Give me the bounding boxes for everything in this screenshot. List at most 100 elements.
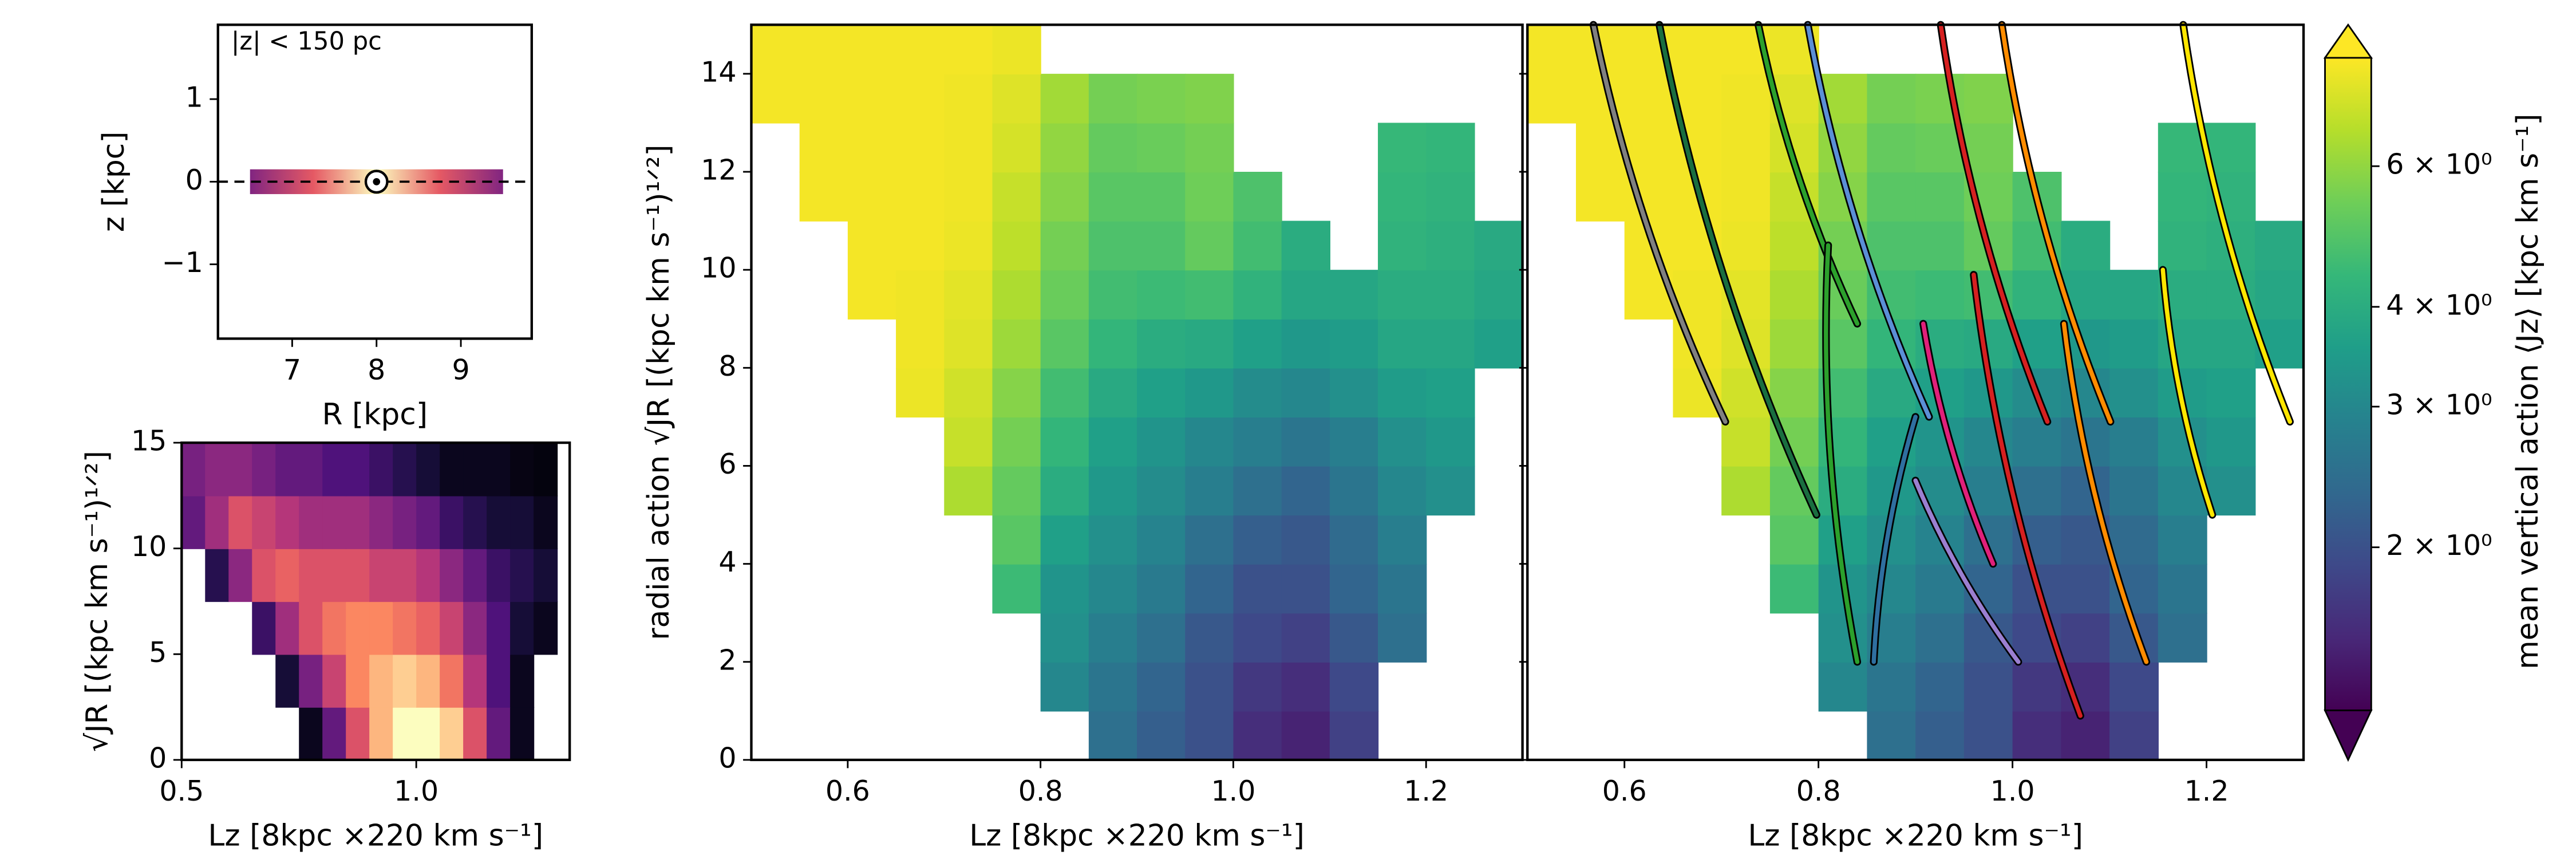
- heatmap-cell: [944, 416, 993, 467]
- heatmap-cell: [992, 123, 1041, 173]
- heatmap-cell: [1185, 564, 1234, 614]
- colorbar: [2324, 57, 2372, 711]
- heatmap-cell: [1088, 318, 1138, 369]
- density-cell: [510, 443, 535, 497]
- density-cell: [510, 495, 535, 549]
- heatmap-cell: [1088, 220, 1138, 271]
- heatmap-cell: [1137, 515, 1186, 565]
- heatmap-cell: [1137, 368, 1186, 418]
- y-tick-label: 6: [718, 447, 736, 480]
- heatmap-cell: [1915, 661, 1965, 712]
- heatmap-cell: [1474, 220, 1523, 271]
- heatmap-cell: [1426, 318, 1475, 369]
- density-cell: [534, 443, 558, 497]
- x-axis-label: R [kpc]: [322, 397, 428, 432]
- heatmap-cell: [751, 25, 800, 75]
- heatmap-cell: [1233, 661, 1282, 712]
- heatmap-cell: [944, 368, 993, 418]
- heatmap-cell: [799, 73, 849, 124]
- heatmap-cell: [2012, 270, 2062, 320]
- heatmap-cell: [1088, 368, 1138, 418]
- heatmap-cell: [992, 515, 1041, 565]
- x-tick-label: 8: [368, 353, 385, 387]
- heatmap-cell: [1963, 661, 2013, 712]
- heatmap-cell: [1426, 466, 1475, 516]
- density-cell: [463, 495, 488, 549]
- heatmap-cell: [1721, 123, 1771, 173]
- heatmap-cell: [2255, 220, 2305, 271]
- density-cell: [275, 601, 300, 655]
- heatmap-cell: [2206, 416, 2256, 467]
- density-cell: [534, 548, 558, 602]
- heatmap-cell: [944, 220, 993, 271]
- y-tick-label: 2: [718, 643, 736, 676]
- colorbar-tick-label: 6 × 10⁰: [2386, 148, 2492, 181]
- heatmap-cell: [2109, 711, 2159, 761]
- heatmap-cell: [992, 466, 1041, 516]
- heatmap-cell: [1329, 416, 1379, 467]
- heatmap-cell: [1137, 172, 1186, 222]
- heatmap-cell: [2206, 368, 2256, 418]
- density-cell: [510, 707, 535, 761]
- density-cell: [299, 443, 323, 497]
- density-cell: [322, 443, 347, 497]
- density-cell: [275, 495, 300, 549]
- heatmap-cell: [1281, 515, 1330, 565]
- heatmap-cell: [1137, 318, 1186, 369]
- heatmap-cell: [1378, 368, 1427, 418]
- density-cell: [369, 601, 394, 655]
- heatmap-cell: [896, 318, 945, 369]
- track: [1871, 415, 1918, 664]
- heatmap-cell: [1185, 73, 1234, 124]
- heatmap-cell: [847, 172, 897, 222]
- x-tick-label: 1.2: [1404, 774, 1448, 807]
- density-cell: [205, 495, 230, 549]
- heatmap-cell: [1088, 73, 1138, 124]
- heatmap-cell: [1040, 368, 1090, 418]
- density-cell: [299, 495, 323, 549]
- heatmap-cell: [1426, 270, 1475, 320]
- heatmap-cell: [2206, 466, 2256, 516]
- heatmap-cell: [1915, 613, 1965, 663]
- heatmap-cell: [2061, 466, 2111, 516]
- heatmap-cell: [1233, 318, 1282, 369]
- heatmap-cell: [1378, 318, 1427, 369]
- heatmap-cell: [1915, 172, 1965, 222]
- y-tick-label: 0: [185, 163, 203, 196]
- density-cell: [393, 601, 417, 655]
- heatmap-cell: [1867, 172, 1917, 222]
- heatmap-cell: [1915, 270, 1965, 320]
- colorbar-tick-label: 4 × 10⁰: [2386, 288, 2492, 321]
- heatmap-cell: [1963, 73, 2013, 124]
- heatmap-cell: [1769, 515, 1819, 565]
- density-cell: [416, 495, 441, 549]
- heatmap-cell: [1378, 515, 1427, 565]
- heatmap-cell: [1721, 73, 1771, 124]
- heatmap-cell: [1185, 270, 1234, 320]
- density-cell: [228, 495, 253, 549]
- heatmap-cell: [1088, 416, 1138, 467]
- density-cell: [205, 443, 230, 497]
- heatmap-cell: [1281, 564, 1330, 614]
- heatmap-cell: [1137, 220, 1186, 271]
- heatmap-cell: [896, 123, 945, 173]
- density-cell: [369, 548, 394, 602]
- density-cell: [487, 707, 511, 761]
- heatmap-cell: [1040, 416, 1090, 467]
- heatmap-cell: [1088, 711, 1138, 761]
- heatmap-cell: [944, 73, 993, 124]
- density-cell: [393, 707, 417, 761]
- heatmap-cell: [1281, 368, 1330, 418]
- heatmap-cell: [1769, 368, 1819, 418]
- density-cell: [205, 548, 230, 602]
- heatmap-cell: [1378, 613, 1427, 663]
- track: [1824, 243, 1860, 664]
- heatmap-cell: [2109, 466, 2159, 516]
- density-cell: [369, 495, 394, 549]
- heatmap-cell: [1281, 270, 1330, 320]
- density-cell: [487, 443, 511, 497]
- heatmap-cell: [1185, 515, 1234, 565]
- heatmap-cell: [799, 25, 849, 75]
- x-tick-label: 0.8: [1796, 774, 1841, 807]
